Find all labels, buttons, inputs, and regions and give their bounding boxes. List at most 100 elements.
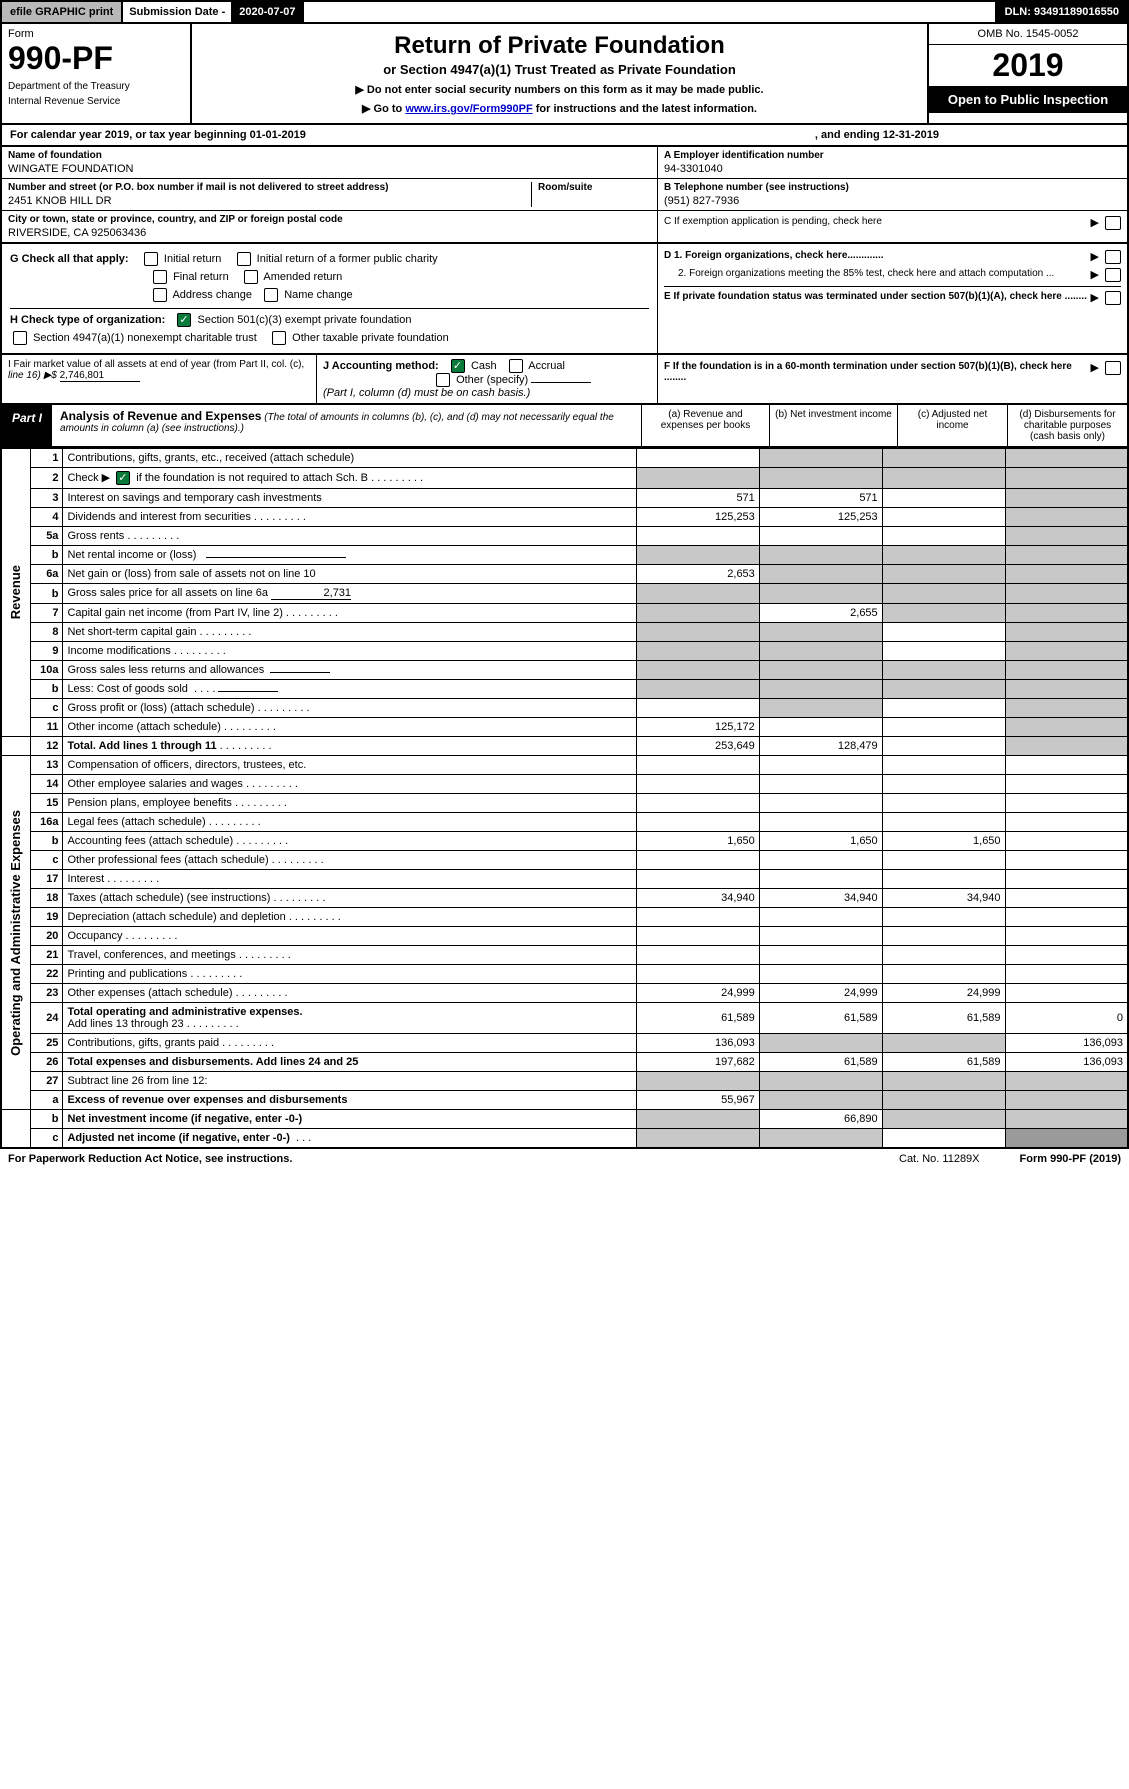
row-16a: Legal fees (attach schedule)	[67, 816, 205, 828]
part1-tag: Part I	[2, 405, 52, 446]
form-label: Form	[8, 28, 184, 40]
row-10c: Gross profit or (loss) (attach schedule)	[67, 702, 254, 714]
row-13: Compensation of officers, directors, tru…	[63, 756, 636, 775]
row-27b: Net investment income (if negative, ente…	[67, 1113, 302, 1125]
row-5b: Net rental income or (loss)	[67, 549, 196, 561]
fmv-value: 2,746,801	[60, 370, 140, 382]
row-12: Total. Add lines 1 through 11	[67, 740, 216, 752]
row-10a: Gross sales less returns and allowances	[67, 664, 264, 676]
chk-initial-return[interactable]	[144, 252, 158, 266]
form-ref: Form 990-PF (2019)	[1020, 1153, 1121, 1165]
form-header: Form 990-PF Department of the Treasury I…	[0, 24, 1129, 125]
row-26: Total expenses and disbursements. Add li…	[67, 1056, 358, 1068]
form-title: Return of Private Foundation	[200, 32, 919, 60]
page-footer: For Paperwork Reduction Act Notice, see …	[0, 1149, 1129, 1169]
row-21: Travel, conferences, and meetings	[67, 949, 235, 961]
section-g-d: G Check all that apply: Initial return I…	[0, 244, 1129, 355]
row-11: Other income (attach schedule)	[67, 721, 220, 733]
row-14: Other employee salaries and wages	[67, 778, 242, 790]
calendar-year-row: For calendar year 2019, or tax year begi…	[0, 125, 1129, 147]
entity-info: Name of foundation WINGATE FOUNDATION Nu…	[0, 147, 1129, 244]
row-8: Net short-term capital gain	[67, 626, 196, 638]
chk-4947a1[interactable]	[13, 331, 27, 345]
chk-amended[interactable]	[244, 270, 258, 284]
submission-date: 2020-07-07	[231, 2, 303, 22]
row-1: Contributions, gifts, grants, etc., rece…	[63, 449, 636, 468]
room-label: Room/suite	[538, 182, 651, 193]
expenses-sidelabel: Operating and Administrative Expenses	[6, 800, 25, 1066]
row-6b: Gross sales price for all assets on line…	[67, 587, 268, 599]
col-c-hdr: (c) Adjusted net income	[897, 405, 1007, 446]
chk-501c3[interactable]	[177, 313, 191, 327]
addr-label: Number and street (or P.O. box number if…	[8, 182, 531, 193]
row-15: Pension plans, employee benefits	[67, 797, 232, 809]
e-label: E If private foundation status was termi…	[664, 291, 1087, 302]
col-b-hdr: (b) Net investment income	[769, 405, 897, 446]
foundation-name: WINGATE FOUNDATION	[8, 161, 651, 175]
row-5a: Gross rents	[67, 530, 124, 542]
part1-title: Analysis of Revenue and Expenses	[60, 409, 261, 423]
chk-foreign[interactable]	[1105, 250, 1121, 264]
street-address: 2451 KNOB HILL DR	[8, 193, 531, 207]
row-17: Interest	[67, 873, 104, 885]
col-a-hdr: (a) Revenue and expenses per books	[641, 405, 769, 446]
chk-other-taxable[interactable]	[272, 331, 286, 345]
d2-label: 2. Foreign organizations meeting the 85%…	[664, 268, 1091, 282]
submission-label: Submission Date -	[123, 2, 231, 22]
efile-button[interactable]: efile GRAPHIC print	[2, 2, 123, 22]
chk-accrual[interactable]	[509, 359, 523, 373]
city-state-zip: RIVERSIDE, CA 925063436	[8, 225, 651, 239]
g-label: G Check all that apply:	[10, 253, 129, 265]
tax-year: 2019	[929, 45, 1127, 86]
d1-label: D 1. Foreign organizations, check here..…	[664, 250, 884, 261]
row-16c: Other professional fees (attach schedule…	[67, 854, 268, 866]
row-6a: Net gain or (loss) from sale of assets n…	[63, 565, 636, 584]
name-label: Name of foundation	[8, 150, 651, 161]
ein-label: A Employer identification number	[664, 150, 1121, 161]
chk-60month[interactable]	[1105, 361, 1121, 375]
row-3: Interest on savings and temporary cash i…	[63, 489, 636, 508]
j-label: J Accounting method:	[323, 360, 439, 372]
part1-table: Revenue 1Contributions, gifts, grants, e…	[0, 448, 1129, 1149]
chk-address-change[interactable]	[153, 288, 167, 302]
cat-no: Cat. No. 11289X	[899, 1153, 980, 1165]
row-22: Printing and publications	[67, 968, 187, 980]
row-23: Other expenses (attach schedule)	[67, 987, 232, 999]
row-19: Depreciation (attach schedule) and deple…	[67, 911, 285, 923]
dept-treasury: Department of the Treasury	[8, 81, 184, 92]
row-10b: Less: Cost of goods sold	[67, 683, 187, 695]
section-i-j-f: I Fair market value of all assets at end…	[0, 355, 1129, 405]
irs-link[interactable]: www.irs.gov/Form990PF	[405, 103, 532, 115]
chk-other-acct[interactable]	[436, 373, 450, 387]
row-7: Capital gain net income (from Part IV, l…	[67, 607, 282, 619]
col-d-hdr: (d) Disbursements for charitable purpose…	[1007, 405, 1127, 446]
top-bar: efile GRAPHIC print Submission Date - 20…	[0, 0, 1129, 24]
part1-header: Part I Analysis of Revenue and Expenses …	[0, 405, 1129, 448]
row-27c: Adjusted net income (if negative, enter …	[67, 1132, 289, 1144]
row-4: Dividends and interest from securities	[67, 511, 250, 523]
j-note: (Part I, column (d) must be on cash basi…	[323, 387, 530, 399]
row-27: Subtract line 26 from line 12:	[63, 1072, 636, 1091]
revenue-sidelabel: Revenue	[6, 555, 25, 629]
exemption-checkbox[interactable]	[1105, 216, 1121, 230]
open-public-badge: Open to Public Inspection	[929, 86, 1127, 113]
dept-irs: Internal Revenue Service	[8, 96, 184, 107]
row-9: Income modifications	[67, 645, 170, 657]
chk-final-return[interactable]	[153, 270, 167, 284]
dln: DLN: 93491189016550	[995, 2, 1127, 22]
chk-initial-former[interactable]	[237, 252, 251, 266]
chk-cash[interactable]	[451, 359, 465, 373]
i-label1: I Fair market value of all assets at end…	[8, 359, 304, 370]
chk-name-change[interactable]	[264, 288, 278, 302]
row-6b-val: 2,731	[271, 587, 351, 600]
ein-value: 94-3301040	[664, 161, 1121, 175]
paperwork-notice: For Paperwork Reduction Act Notice, see …	[8, 1153, 292, 1165]
chk-terminated[interactable]	[1105, 291, 1121, 305]
chk-85pct[interactable]	[1105, 268, 1121, 282]
city-label: City or town, state or province, country…	[8, 214, 651, 225]
exemption-pending-label: C If exemption application is pending, c…	[664, 216, 1091, 230]
chk-sch-b[interactable]	[116, 471, 130, 485]
phone-label: B Telephone number (see instructions)	[664, 182, 1121, 193]
row-25: Contributions, gifts, grants paid	[67, 1037, 219, 1049]
f-label: F If the foundation is in a 60-month ter…	[664, 361, 1072, 383]
